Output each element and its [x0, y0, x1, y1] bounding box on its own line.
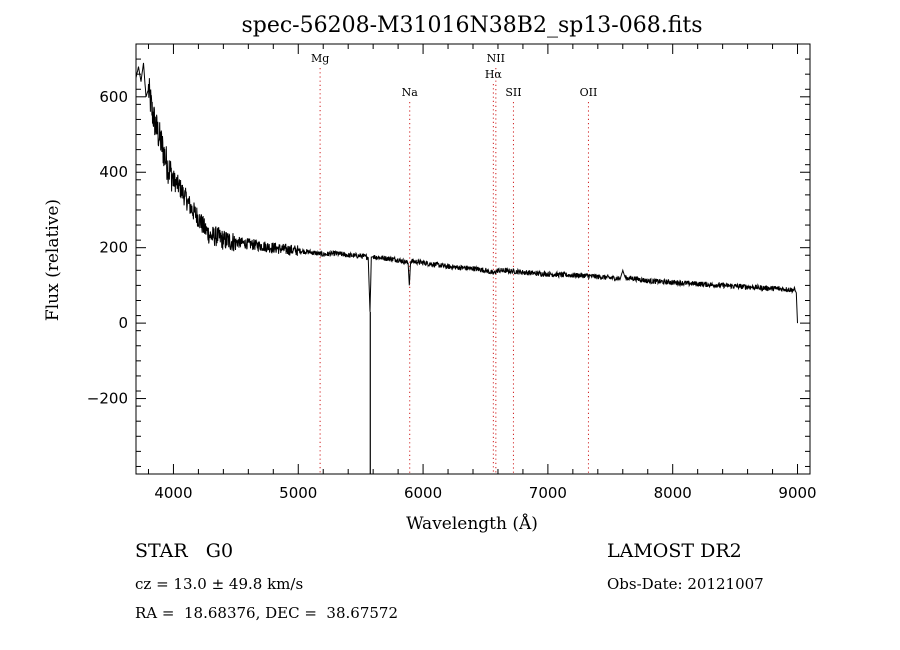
x-tick-label: 4000 — [154, 484, 192, 502]
x-axis-label: Wavelength (Å) — [406, 513, 538, 534]
y-tick-label: 0 — [118, 314, 128, 332]
redshift-velocity: cz = 13.0 ± 49.8 km/s — [135, 575, 304, 593]
axis-ticks — [136, 43, 810, 474]
object-class: STAR G0 — [135, 540, 234, 562]
x-tick-label: 9000 — [778, 484, 816, 502]
line-marker-label: OII — [580, 86, 598, 99]
x-tick-label: 7000 — [529, 484, 567, 502]
chart-title: spec-56208-M31016N38B2_sp13-068.fits — [241, 13, 702, 38]
y-axis-label: Flux (relative) — [43, 199, 63, 321]
coordinates: RA = 18.68376, DEC = 38.67572 — [135, 604, 399, 622]
plot-frame — [135, 43, 811, 475]
x-tick-label: 5000 — [279, 484, 317, 502]
line-marker-label: Na — [402, 86, 419, 99]
line-marker-label: NII — [487, 52, 505, 65]
series-layer — [135, 62, 798, 474]
line-marker-label: Hα — [485, 68, 503, 81]
plot-border — [135, 43, 811, 475]
y-tick-label: 600 — [99, 88, 128, 106]
y-tick-label: 400 — [99, 163, 128, 181]
x-tick-label: 6000 — [404, 484, 442, 502]
y-tick-label: −200 — [87, 390, 128, 408]
survey-name: LAMOST DR2 — [607, 540, 742, 562]
line-marker-label: Mg — [311, 52, 329, 65]
y-tick-label: 200 — [99, 239, 128, 257]
line-marker-label: SII — [505, 86, 521, 99]
tick-labels: 4000 5000 6000 7000 8000 9000 −200 0 200 400 600 — [87, 88, 817, 502]
observation-date: Obs-Date: 20121007 — [607, 575, 764, 593]
spectrum-line — [135, 62, 798, 324]
x-tick-label: 8000 — [654, 484, 692, 502]
